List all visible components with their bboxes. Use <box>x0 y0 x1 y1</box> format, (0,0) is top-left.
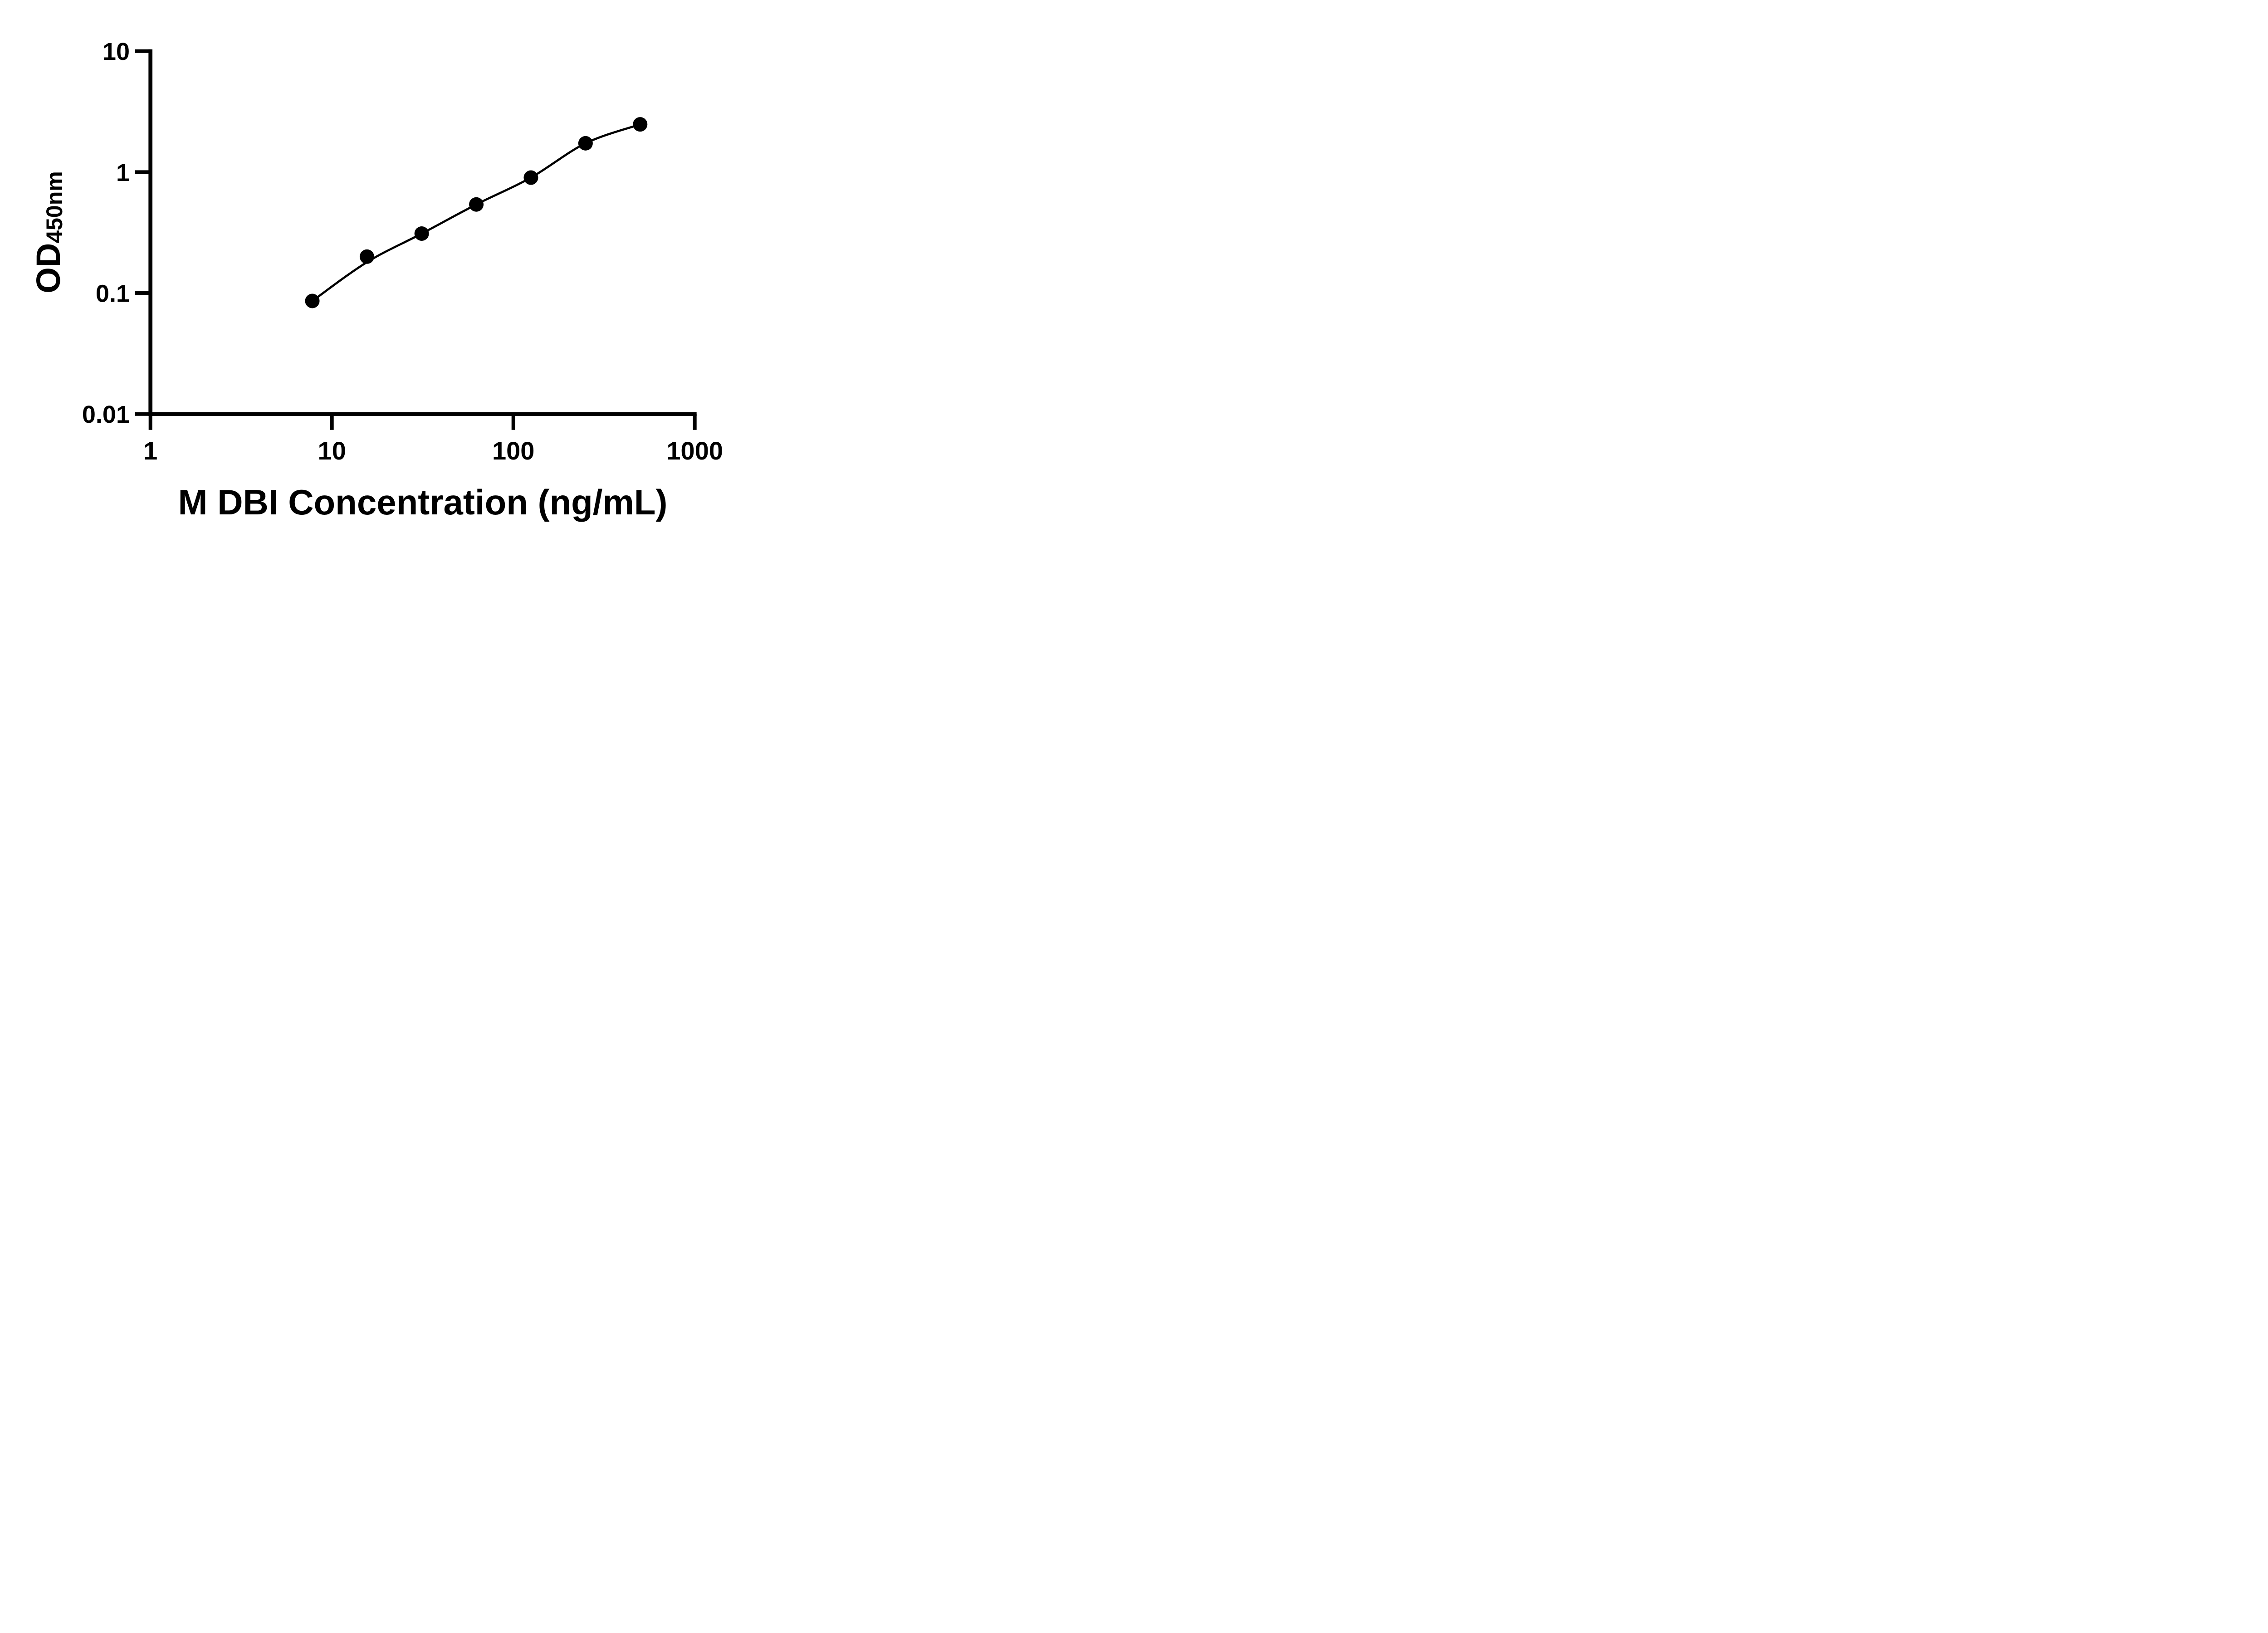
data-point <box>414 226 429 241</box>
y-tick-label: 10 <box>103 38 130 65</box>
data-point <box>359 249 374 264</box>
y-tick-label: 0.01 <box>82 401 130 428</box>
data-point <box>633 117 648 132</box>
y-tick-label: 1 <box>116 159 130 186</box>
data-point <box>523 170 538 185</box>
fitted-curve <box>311 123 641 302</box>
y-axis-title-subscript: 450nm <box>42 171 67 243</box>
y-axis-title-main: OD <box>29 243 67 293</box>
y-axis-title: OD 450nm <box>21 142 75 323</box>
elisa-standard-curve-figure: 1 10 100 1000 10 1 0.1 0.01 OD 450nm M DBI Conce… <box>0 0 777 544</box>
data-point <box>305 293 320 308</box>
x-tick-label: 100 <box>492 436 534 465</box>
chart-plot-area: 1 10 100 1000 10 1 0.1 0.01 <box>82 38 723 465</box>
data-point <box>469 197 484 212</box>
data-point <box>578 136 593 151</box>
x-axis-title: M DBI Concentration (ng/mL) <box>178 482 668 522</box>
x-tick-label: 1000 <box>666 436 723 465</box>
y-tick-label: 0.1 <box>96 280 130 307</box>
x-tick-label: 1 <box>143 436 157 465</box>
x-tick-label: 10 <box>318 436 346 465</box>
